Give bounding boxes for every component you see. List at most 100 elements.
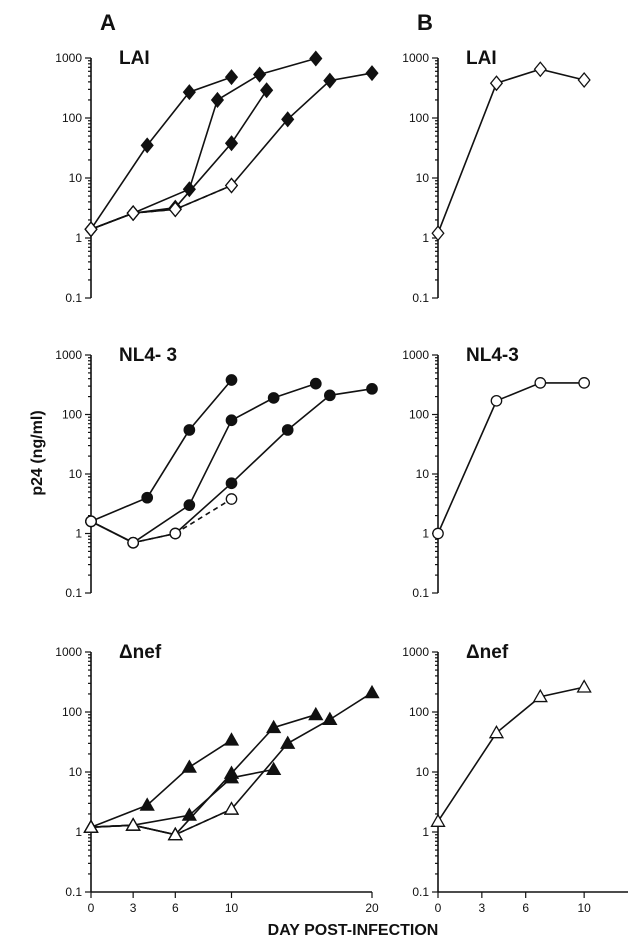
data-point-triangle-open bbox=[223, 801, 240, 815]
data-point-diamond-filled bbox=[182, 181, 196, 198]
data-point-triangle-filled bbox=[308, 706, 324, 721]
series-line-2 bbox=[90, 382, 317, 544]
data-point-circle-filled bbox=[183, 424, 196, 436]
data-point-circle-open bbox=[490, 394, 503, 407]
data-point-triangle-filled bbox=[181, 807, 197, 821]
data-point-triangle-filled bbox=[322, 711, 338, 726]
data-point-circle-filled bbox=[225, 374, 238, 386]
series-line-1 bbox=[437, 686, 585, 822]
data-point-triangle-filled bbox=[223, 765, 240, 779]
series-line-5 bbox=[90, 808, 232, 836]
data-point-triangle-filled bbox=[181, 759, 197, 773]
y-tick-label: 1 bbox=[75, 527, 82, 541]
y-tick-label: 1000 bbox=[55, 348, 82, 362]
data-point-circle-filled bbox=[183, 499, 196, 511]
y-tick-label: 1 bbox=[75, 825, 82, 839]
y-tick-label: 10 bbox=[69, 467, 83, 481]
panel-letter-a: A bbox=[100, 10, 116, 35]
data-point-triangle-open bbox=[488, 724, 505, 739]
y-tick-label: 100 bbox=[62, 408, 82, 422]
data-point-diamond-open bbox=[431, 225, 445, 242]
panel-label: LAI bbox=[466, 48, 497, 69]
data-point-triangle-open bbox=[125, 817, 141, 831]
data-point-diamond-filled bbox=[224, 69, 239, 86]
panel-label: NL4-3 bbox=[466, 345, 519, 366]
chart-panel-a-1: 0.1 1 10 100 1000 LAI bbox=[55, 48, 379, 305]
x-axis-title: DAY POST-INFECTION bbox=[268, 922, 439, 939]
y-tick-label: 1 bbox=[422, 825, 429, 839]
y-tick-label: 0.1 bbox=[65, 291, 82, 305]
data-point-triangle-open bbox=[430, 813, 446, 827]
chart-panel-b-2: 0.1 1 10 100 1000 NL4-3 bbox=[402, 345, 591, 600]
data-point-diamond-filled bbox=[365, 65, 379, 82]
data-point-diamond-open bbox=[224, 177, 239, 194]
y-tick-label: 100 bbox=[409, 408, 429, 422]
data-point-diamond-filled bbox=[260, 82, 274, 99]
y-tick-label: 100 bbox=[409, 111, 429, 125]
y-tick-label: 0.1 bbox=[412, 586, 429, 600]
x-tick-label: 3 bbox=[130, 901, 137, 915]
chart-panel-b-1: 0.1 1 10 100 1000 LAI bbox=[402, 48, 591, 305]
chart-panel-a-3: 0 3 6 10 20 0.1 1 10 100 1000 Δnef bbox=[55, 642, 380, 915]
y-tick-label: 100 bbox=[62, 111, 82, 125]
data-point-diamond-open bbox=[489, 75, 504, 92]
chart-panel-a-2: 0.1 1 10 100 1000 NL4- 3 bbox=[55, 345, 378, 600]
x-tick-label: 0 bbox=[435, 901, 442, 915]
data-point-diamond-open bbox=[126, 205, 140, 222]
y-tick-label: 0.1 bbox=[412, 885, 429, 899]
data-point-triangle-filled bbox=[266, 761, 282, 776]
data-point-diamond-filled bbox=[210, 91, 225, 108]
y-tick-label: 10 bbox=[69, 171, 83, 185]
y-tick-label: 10 bbox=[416, 171, 430, 185]
data-point-triangle-filled bbox=[223, 732, 240, 746]
y-tick-label: 0.1 bbox=[65, 586, 82, 600]
panel-letter-b: B bbox=[417, 10, 433, 35]
data-point-diamond-open bbox=[168, 201, 182, 218]
y-tick-label: 10 bbox=[69, 765, 83, 779]
y-tick-label: 0.1 bbox=[412, 291, 429, 305]
panel-label: LAI bbox=[119, 48, 150, 69]
series-line-1 bbox=[90, 379, 233, 523]
data-point-circle-filled bbox=[281, 424, 294, 436]
series-line-1 bbox=[437, 68, 585, 234]
x-tick-label: 6 bbox=[172, 901, 179, 915]
data-point-triangle-filled bbox=[139, 797, 155, 811]
data-point-circle-open bbox=[225, 493, 238, 505]
series-line-2 bbox=[90, 768, 274, 828]
data-point-circle-open bbox=[85, 515, 97, 528]
panel-label: NL4- 3 bbox=[119, 345, 177, 366]
y-tick-label: 100 bbox=[409, 705, 429, 719]
y-tick-label: 1 bbox=[422, 527, 429, 541]
data-point-circle-filled bbox=[323, 389, 336, 402]
data-point-circle-open bbox=[127, 536, 139, 549]
series-line-3 bbox=[90, 713, 317, 836]
data-point-circle-filled bbox=[267, 392, 280, 404]
data-point-diamond-open bbox=[84, 221, 98, 238]
y-tick-label: 1000 bbox=[55, 645, 82, 659]
data-point-circle-filled bbox=[225, 477, 238, 490]
chart-panel-b-3: 0 3 6 10 0.1 1 10 100 1000 Δnef bbox=[402, 642, 628, 915]
x-tick-label: 3 bbox=[479, 901, 486, 915]
data-point-circle-open bbox=[169, 527, 182, 540]
y-tick-label: 1000 bbox=[402, 51, 429, 65]
data-point-diamond-filled bbox=[309, 50, 323, 67]
data-point-circle-open bbox=[578, 377, 591, 389]
y-tick-label: 1000 bbox=[402, 645, 429, 659]
data-point-triangle-filled bbox=[364, 684, 380, 699]
data-point-circle-filled bbox=[141, 491, 154, 504]
panel-label: Δnef bbox=[119, 642, 162, 663]
panel-letters: A B bbox=[100, 10, 433, 35]
y-tick-label: 1000 bbox=[402, 348, 429, 362]
data-point-diamond-open bbox=[577, 71, 591, 89]
series-line-3 bbox=[90, 388, 373, 544]
data-point-triangle-filled bbox=[280, 735, 296, 749]
y-tick-label: 1000 bbox=[55, 51, 82, 65]
data-point-circle-open bbox=[534, 377, 547, 389]
data-point-diamond-filled bbox=[140, 137, 154, 154]
panel-label: Δnef bbox=[466, 642, 509, 663]
series-line-5 bbox=[90, 184, 232, 230]
data-point-circle-filled bbox=[366, 382, 378, 395]
x-tick-label: 10 bbox=[577, 901, 591, 915]
